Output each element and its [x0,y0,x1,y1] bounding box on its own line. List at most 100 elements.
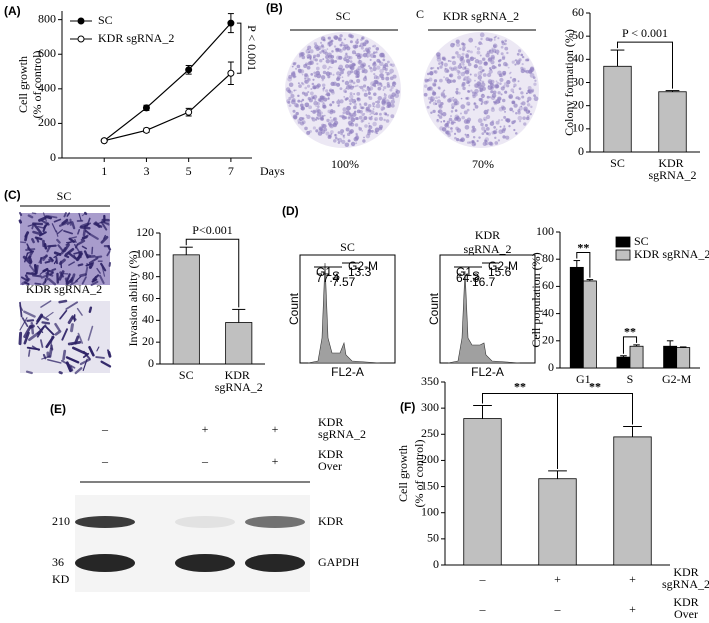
colony [386,105,389,109]
colony [310,73,314,76]
colony [449,74,452,78]
colony [301,73,304,76]
y-tick-label: 20 [542,333,554,347]
colony [315,118,318,121]
colony [320,75,326,80]
colony [355,135,360,140]
colony [466,133,470,136]
colony [362,84,367,88]
colony [525,69,530,74]
gate-label: S [472,269,480,283]
colony [375,75,380,80]
colony [450,121,455,125]
condition-sign: + [554,572,561,586]
cell [103,222,110,226]
colony [462,63,465,66]
colony [318,98,322,102]
colony [367,104,372,108]
cell [81,245,88,250]
colony [359,102,362,106]
cell [58,299,68,304]
cell [18,211,23,216]
colony [312,94,318,100]
colony [343,57,347,61]
colony [495,99,501,104]
colony [483,100,488,105]
colony [518,106,523,111]
colony [368,96,373,101]
cell [18,219,23,224]
annotation: ** [624,325,636,339]
colony [354,102,358,106]
cell [18,331,23,346]
colony [459,112,463,115]
cell [88,306,93,313]
colony [389,63,393,66]
colony [366,49,370,53]
cell [85,262,95,267]
colony [355,40,359,45]
colony [369,116,373,121]
colony [526,103,531,107]
colony [386,113,390,117]
colony [533,82,537,86]
cell [25,248,36,251]
colony [523,108,528,112]
colony [369,66,373,70]
colony [382,89,385,91]
colony [456,137,460,142]
colony [443,95,446,99]
colony [300,106,306,111]
cell [100,221,108,231]
colony [491,65,496,70]
cell [92,275,97,282]
colony [316,102,320,106]
colony [349,64,354,69]
colony [341,139,346,144]
gate-label: 16.7 [472,275,496,289]
colony [316,62,319,65]
colony [349,92,353,96]
cell [54,330,62,336]
image-title: KDR sgRNA_2 [26,282,102,296]
colony [304,102,310,108]
colony [451,55,455,60]
bar [463,418,502,566]
cell [77,332,84,344]
condition-sign: – [479,602,487,616]
colony [483,109,489,115]
colony [485,126,490,131]
y-tick-label: 20 [142,334,154,348]
colony [528,91,531,94]
colony [488,69,493,74]
colony [515,132,518,135]
colony [488,141,493,146]
colony [332,73,335,76]
y-tick-label: 0 [50,150,56,164]
colony [390,85,394,90]
colony [430,96,435,102]
colony [315,108,321,113]
colony [357,59,363,65]
colony [392,74,397,79]
percentage: 100% [331,157,359,171]
colony [322,95,326,100]
colony [297,68,302,73]
colony [360,119,364,123]
colony [368,129,372,133]
x-tick-label: SC [610,156,625,170]
colony [515,111,518,115]
colony [368,110,371,113]
colony [478,41,482,45]
colony [312,126,316,130]
condition-label: KDR [673,565,698,579]
colony [486,95,490,99]
colony [339,34,343,38]
colony [488,57,492,62]
colony [300,100,303,103]
colony [353,105,357,110]
colony [455,87,459,91]
colony [431,91,437,96]
colony [497,63,502,67]
bar [225,322,253,365]
